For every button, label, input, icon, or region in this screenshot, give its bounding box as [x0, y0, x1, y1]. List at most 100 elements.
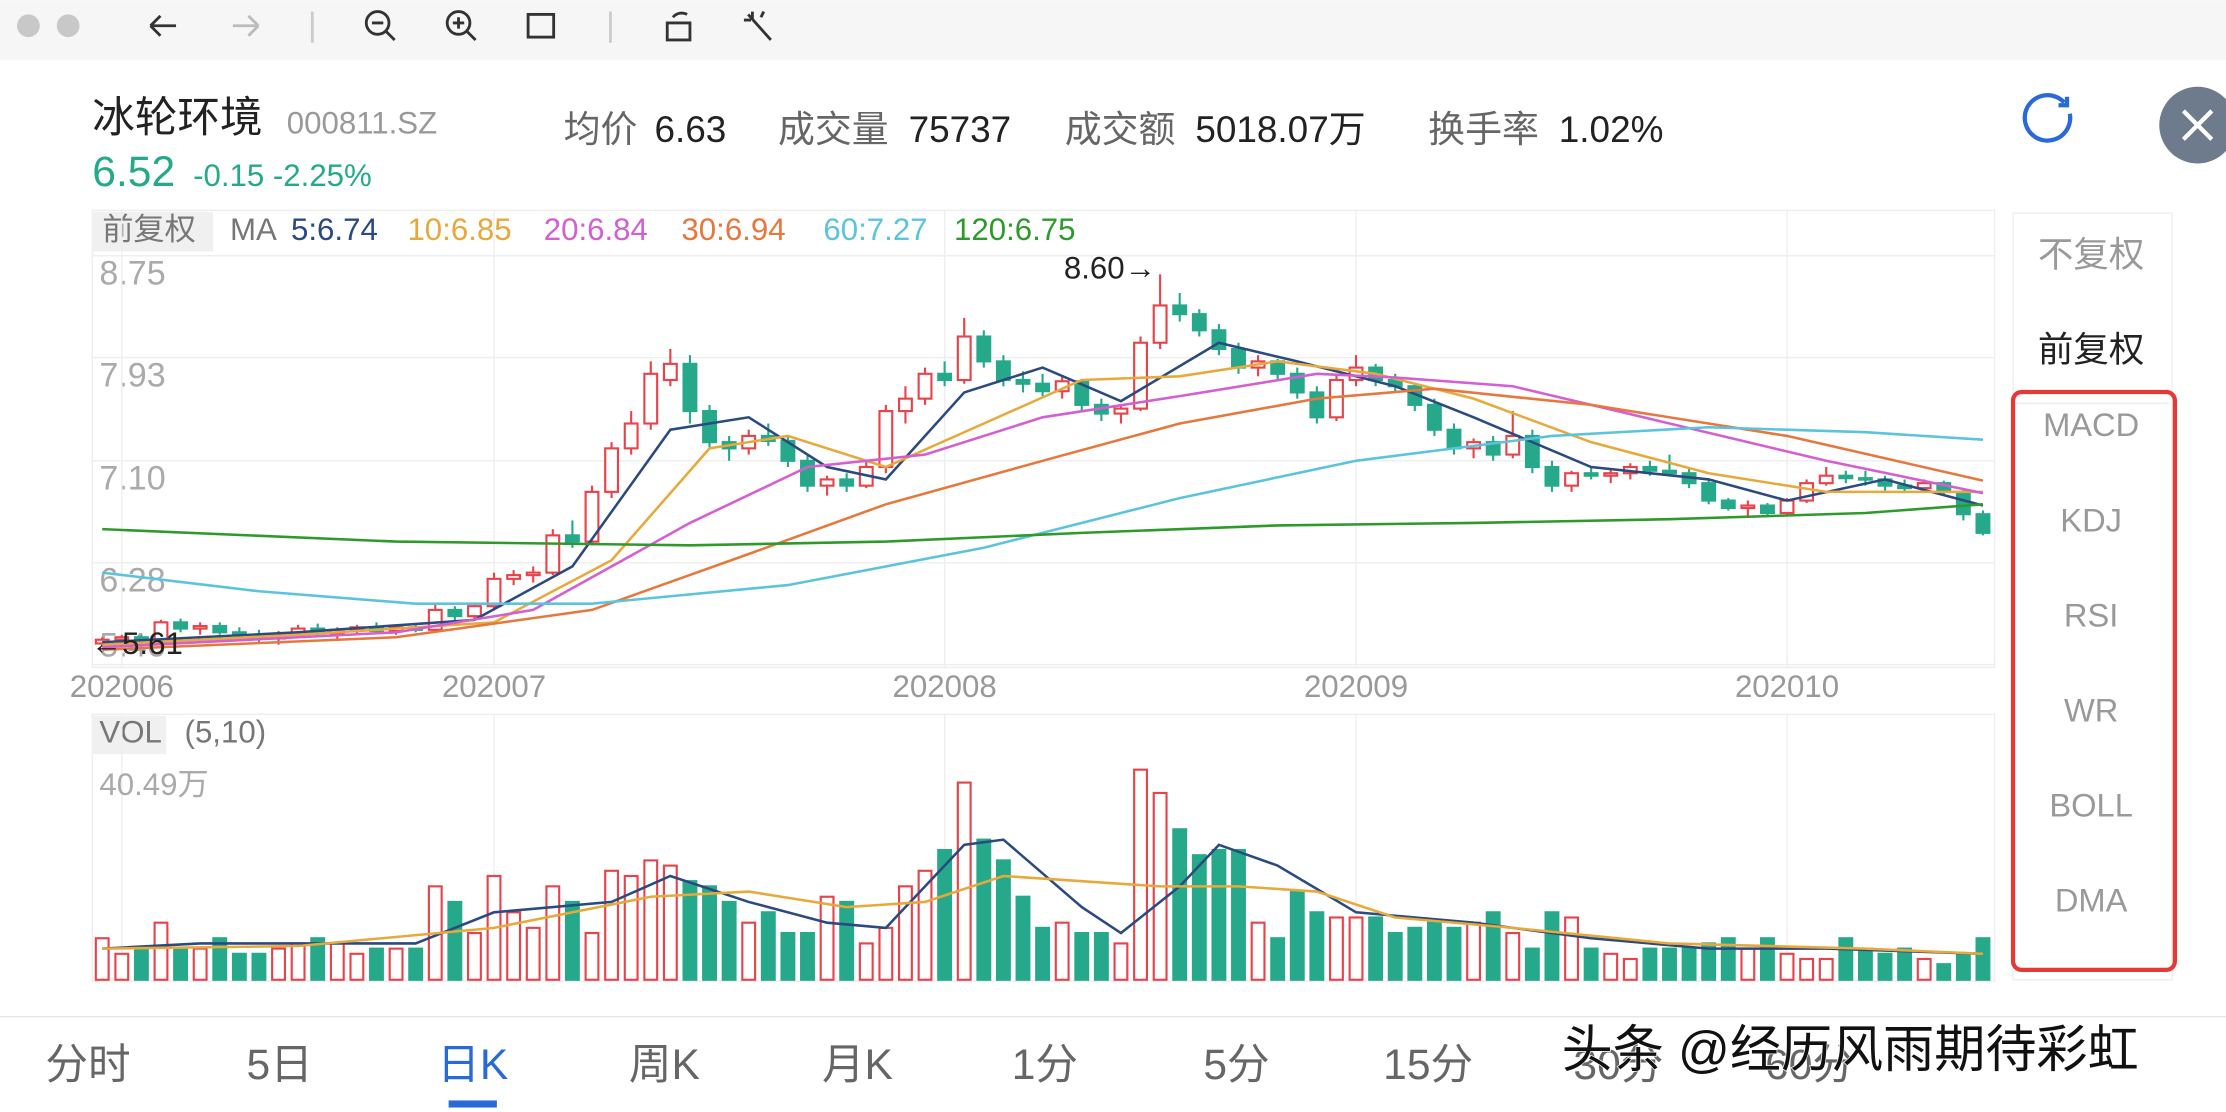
candle-body	[976, 335, 992, 363]
volume-bar	[1564, 916, 1579, 981]
tab[interactable]: 5分	[1203, 1041, 1269, 1089]
forward-icon[interactable]	[232, 14, 260, 37]
x-tick-label: 202010	[1735, 669, 1839, 704]
candle-body	[1564, 472, 1579, 487]
y-tick-label: 8.75	[99, 255, 165, 293]
candle-body	[897, 397, 913, 413]
volume-bar	[662, 864, 678, 981]
candle-body	[956, 335, 972, 382]
volume-bar	[1779, 952, 1795, 981]
y-tick-label: 7.10	[99, 460, 165, 498]
candle-body	[212, 625, 228, 634]
candle-body	[1231, 347, 1246, 369]
volume-bar	[1897, 947, 1913, 981]
stat-label: 成交量	[778, 109, 889, 150]
candle-body	[1583, 472, 1599, 477]
indicator-option[interactable]: RSI	[2064, 596, 2118, 633]
candle-body	[1662, 469, 1677, 475]
toolbar-icons	[17, 10, 772, 43]
volume-bar	[1662, 947, 1677, 981]
legend-entry: 60:7.27	[823, 212, 927, 247]
candle-body	[1309, 391, 1325, 419]
candle-body	[1035, 382, 1051, 393]
volume-bar	[878, 926, 894, 981]
tab[interactable]: 1分	[1012, 1041, 1078, 1089]
candle-body	[1191, 313, 1207, 332]
zoom-in-icon[interactable]	[445, 10, 472, 36]
tab[interactable]: 30分	[1573, 1041, 1663, 1089]
candle-body	[486, 577, 502, 608]
tab[interactable]: 月K	[822, 1041, 893, 1089]
vol-params: (5,10)	[185, 714, 267, 749]
indicator-option[interactable]: BOLL	[2049, 787, 2132, 824]
volume-bar	[1054, 921, 1070, 981]
volume-bar	[839, 900, 855, 981]
stat-value: 6.63	[654, 109, 726, 150]
volume-bar	[153, 921, 169, 981]
toolbar	[0, 0, 2226, 60]
candle-body	[702, 410, 717, 444]
volume-bar	[1524, 947, 1540, 981]
volume-bar	[643, 859, 659, 981]
volume-bar	[1916, 957, 1932, 981]
refresh-icon[interactable]	[2022, 93, 2073, 143]
ma-line	[102, 387, 1984, 651]
close-dot[interactable]	[17, 14, 40, 38]
tab[interactable]: 周K	[629, 1041, 700, 1089]
indicator-option[interactable]: DMA	[2055, 882, 2128, 919]
magic-icon[interactable]	[743, 10, 772, 41]
tab[interactable]: 60分	[1765, 1041, 1855, 1089]
candle-body	[937, 372, 953, 382]
indicator-option[interactable]: KDJ	[2060, 501, 2122, 538]
adjust-option[interactable]: 前复权	[2038, 330, 2144, 370]
volume-bar	[1093, 931, 1109, 981]
ma-line	[102, 425, 1984, 605]
tab[interactable]: 15分	[1383, 1041, 1473, 1089]
volume-bar	[231, 952, 247, 981]
candle-body	[682, 362, 698, 413]
volume-bar	[1740, 947, 1756, 981]
volume-bar	[819, 895, 835, 981]
x-tick-label: 202009	[1304, 669, 1408, 704]
volume-bar	[741, 921, 757, 981]
legend-entry: 5:6.74	[291, 212, 378, 247]
candle-body	[1760, 504, 1775, 515]
indicator-option[interactable]: MACD	[2043, 406, 2139, 443]
price-change: -0.15 -2.25%	[193, 158, 372, 193]
candle-body	[1975, 513, 1991, 534]
volume-bar	[1172, 828, 1188, 981]
ma-line	[102, 360, 1983, 646]
tab[interactable]: 5日	[247, 1041, 313, 1089]
candle-body	[192, 625, 208, 630]
volume-bar	[1015, 895, 1031, 981]
back-icon[interactable]	[149, 14, 177, 37]
fit-icon[interactable]	[526, 12, 556, 39]
volume-bar	[1622, 957, 1638, 981]
volume-bar	[1877, 952, 1893, 981]
indicator-option[interactable]: WR	[2064, 691, 2118, 728]
rotate-icon[interactable]	[665, 21, 692, 42]
zoom-out-icon[interactable]	[364, 10, 391, 36]
volume-bar	[584, 931, 600, 981]
close-button[interactable]	[2159, 86, 2226, 164]
ma-line	[102, 874, 1984, 956]
candle-body	[447, 608, 463, 618]
volume-bar	[956, 781, 972, 981]
volume-pane	[91, 713, 1996, 982]
candle-body	[662, 362, 678, 382]
tab[interactable]: 分时	[45, 1041, 130, 1089]
volume-bar	[1113, 942, 1129, 981]
candle-body	[604, 447, 620, 493]
volume-bar	[310, 937, 326, 981]
volume-bar	[349, 952, 365, 981]
candle-body	[1779, 499, 1795, 515]
volume-bar	[1348, 916, 1364, 981]
min-dot[interactable]	[56, 14, 80, 38]
adjust-option[interactable]: 不复权	[2038, 235, 2144, 275]
volume-bar	[388, 947, 404, 981]
volume-bar	[858, 942, 874, 981]
stat-label: 成交额	[1065, 109, 1176, 150]
tab[interactable]: 日K	[437, 1041, 508, 1089]
volume-bar	[1133, 768, 1148, 981]
ma-line	[102, 372, 1984, 649]
